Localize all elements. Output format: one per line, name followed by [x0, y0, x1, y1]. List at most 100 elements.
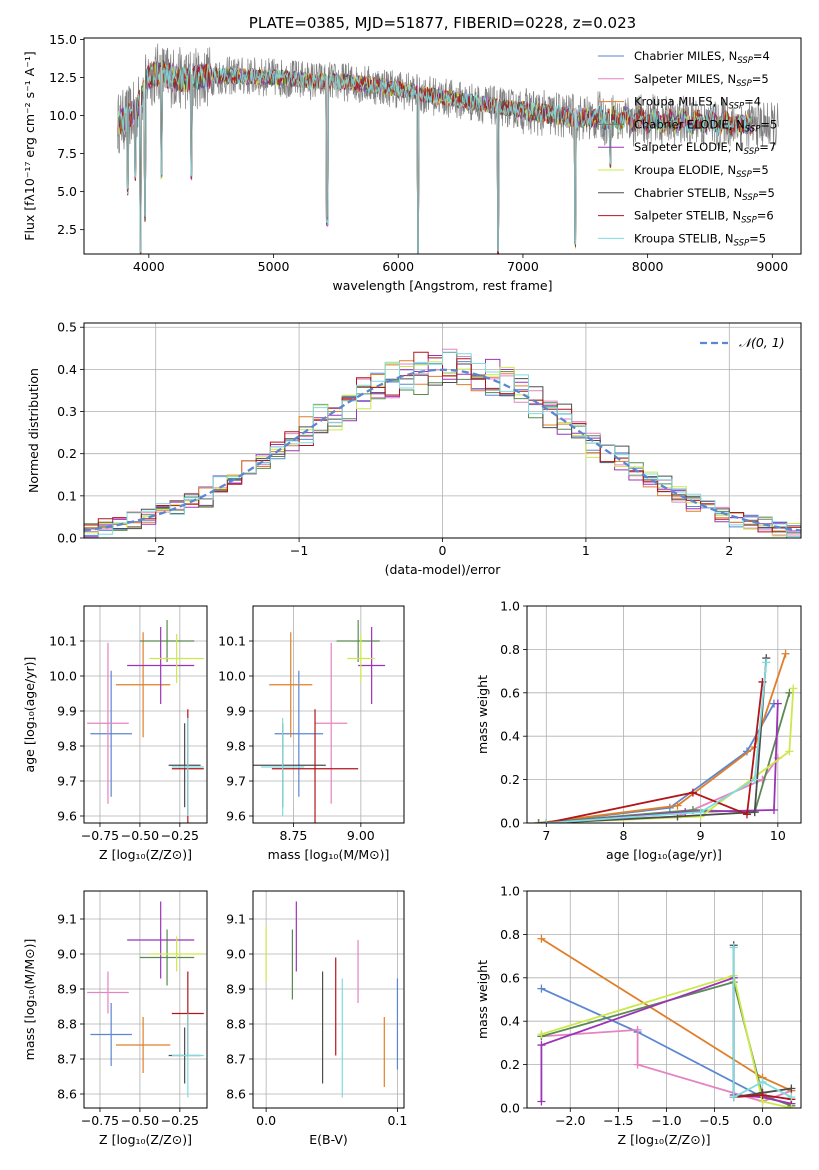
panel-2: −0.75 −0.50 −0.25 9.6 9.7 9.8 9.9 10.0 10.1 Z [lo… — [22, 605, 208, 862]
weight-marker — [696, 808, 705, 817]
x-tick-label: 0 — [439, 543, 447, 558]
legend-label: Chabrier MILES, NSSP=4 — [634, 49, 770, 66]
y-tick-label: 0.2 — [500, 772, 520, 787]
error-bar-point — [271, 709, 359, 823]
weight-line — [546, 658, 768, 823]
x-tick-label: 2 — [725, 543, 733, 558]
residual-histogram — [84, 351, 801, 538]
y-tick-label: 0.0 — [500, 1101, 520, 1116]
x-tick-label: −1.5 — [603, 1113, 633, 1128]
axes-frame — [83, 605, 208, 824]
y-tick-label: 0.6 — [500, 970, 520, 985]
x-axis-label: Z [log₁₀(Z/Z⊙)] — [99, 1132, 192, 1147]
weight-marker — [673, 801, 682, 810]
y-tick-label: 10.1 — [49, 634, 77, 649]
x-axis-label: Z [log₁₀(Z/Z⊙)] — [618, 1132, 711, 1147]
x-tick-label: 8.75 — [280, 828, 308, 843]
x-tick-label: −0.50 — [121, 1113, 159, 1128]
weight-line — [538, 692, 791, 823]
y-axis-label: age [log₁₀(age/yr)] — [22, 657, 37, 773]
y-tick-label: 7.5 — [57, 146, 77, 161]
error-bar-point — [149, 936, 204, 972]
error-bar-point — [139, 620, 195, 662]
y-tick-label: 9.7 — [226, 774, 246, 789]
panel-4: 7 8 9 10 0.0 0.2 0.4 0.6 0.8 1.0 age [log₁₀(age/yr… — [475, 599, 802, 862]
y-tick-label: 8.6 — [57, 1087, 77, 1102]
weight-line — [541, 974, 792, 1108]
axes-frame — [252, 605, 405, 824]
weight-marker — [781, 649, 790, 658]
x-tick-label: 9000 — [756, 259, 788, 274]
error-bar-point — [115, 1017, 171, 1073]
y-axis-label: mass [log₁₀(M/M⊙)] — [22, 939, 37, 1061]
y-tick-label: 0.2 — [500, 1057, 520, 1072]
error-bar-point — [87, 971, 129, 1014]
error-bar-point — [149, 634, 204, 683]
chart-title: PLATE=0385, MJD=51877, FIBERID=0228, z=0… — [249, 14, 636, 32]
legend: 𝒩(0, 1) — [700, 335, 785, 350]
y-tick-label: 8.6 — [226, 1087, 246, 1102]
y-tick-label: 9.8 — [57, 739, 77, 754]
normal-curve — [84, 368, 801, 532]
weight-series — [729, 943, 796, 1102]
weight-marker — [762, 658, 771, 667]
y-axis-label: Flux [fλ10⁻¹⁷ erg cm⁻² s⁻¹ A⁻¹] — [22, 51, 37, 240]
y-tick-label: 10.0 — [218, 669, 246, 684]
axes-frame — [83, 890, 208, 1109]
weight-marker — [537, 1097, 546, 1106]
x-axis-label: mass [log₁₀(M/M⊙)] — [268, 847, 390, 862]
x-axis-label: Z [log₁₀(Z/Z⊙)] — [99, 847, 192, 862]
y-tick-label: 1.0 — [500, 884, 520, 899]
x-axis-label: (data-model)/error — [385, 562, 502, 577]
legend: Chabrier MILES, NSSP=4 Salpeter MILES, NS… — [598, 49, 777, 248]
x-tick-label: 10 — [770, 828, 786, 843]
weight-marker — [750, 808, 759, 817]
error-bar-point — [336, 620, 380, 662]
y-tick-label: 0.0 — [57, 531, 77, 546]
x-tick-label: 8000 — [632, 259, 664, 274]
panel-3: 8.75 9.00 9.6 9.7 9.8 9.9 10.0 10.1 mass [log₁₀(… — [218, 605, 405, 862]
weight-marker — [537, 1030, 546, 1039]
y-tick-label: 2.5 — [57, 222, 77, 237]
y-tick-label: 9.0 — [226, 947, 246, 962]
weight-marker — [633, 1060, 642, 1069]
panel-5: −0.75 −0.50 −0.25 8.6 8.7 8.8 8.9 9.0 9.1 Z [log₁… — [22, 890, 208, 1147]
error-bar-point — [274, 670, 324, 797]
plot-area — [87, 620, 204, 823]
x-tick-label: 5000 — [258, 259, 290, 274]
error-bar-point — [358, 627, 386, 704]
y-tick-label: 0.8 — [500, 927, 520, 942]
axes-frame — [252, 890, 405, 1109]
legend-label: Salpeter ELODIE, NSSP=7 — [634, 140, 776, 157]
error-bar-point — [127, 901, 195, 979]
y-tick-label: 12.5 — [49, 70, 77, 85]
axes-frame — [83, 37, 802, 255]
legend-label: Kroupa STELIB, NSSP=5 — [634, 231, 766, 248]
x-axis-label: age [log₁₀(age/yr)] — [606, 847, 722, 862]
y-tick-label: 9.1 — [57, 912, 77, 927]
x-tick-label: −0.25 — [161, 1113, 199, 1128]
x-tick-label: −1 — [290, 543, 308, 558]
weight-line — [546, 662, 768, 823]
error-bar-point — [90, 670, 132, 797]
error-bar-point — [347, 634, 375, 683]
error-bar-point — [269, 632, 313, 738]
legend-label: Kroupa MILES, NSSP=4 — [634, 95, 761, 112]
legend-label: Chabrier STELIB, NSSP=5 — [634, 186, 775, 203]
error-bar-point — [115, 632, 171, 738]
weight-marker — [789, 684, 798, 693]
error-bar-point — [171, 1013, 204, 1098]
weight-marker — [537, 984, 546, 993]
x-tick-label: 4000 — [133, 259, 165, 274]
y-tick-label: 0.4 — [500, 1014, 520, 1029]
plot-area — [253, 620, 386, 823]
y-tick-label: 0.2 — [57, 446, 77, 461]
error-bar-point — [87, 642, 129, 804]
y-tick-label: 5.0 — [57, 184, 77, 199]
x-axis-label: E(B-V) — [309, 1132, 348, 1147]
y-tick-label: 0.0 — [500, 816, 520, 831]
y-tick-label: 0.1 — [57, 488, 77, 503]
legend-label: Salpeter STELIB, NSSP=6 — [634, 209, 774, 226]
y-tick-label: 9.9 — [57, 704, 77, 719]
weight-series — [534, 753, 782, 823]
